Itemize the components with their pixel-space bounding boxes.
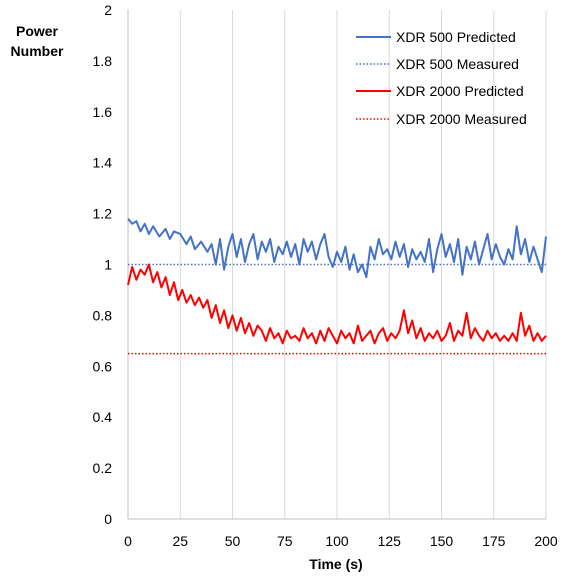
y-tick-label-7: 1.4: [93, 155, 113, 171]
y-tick-label-8: 1.6: [93, 104, 113, 120]
y-tick-label-6: 1.2: [93, 206, 113, 222]
x-tick-label-50: 50: [225, 533, 241, 549]
y-axis-title-line-2: Number: [11, 43, 64, 59]
tick-labels: 0 25 50 75 100 125 150 175 200 0 0.2 0.4 0.6 0.8 1 1.2 1…: [93, 2, 558, 549]
y-tick-label-9: 1.8: [93, 53, 113, 69]
x-tick-label-125: 125: [378, 533, 402, 549]
legend-label-xdr500-predicted: XDR 500 Predicted: [396, 29, 516, 45]
x-tick-label-0: 0: [124, 533, 132, 549]
legend: XDR 500 Predicted XDR 500 Measured XDR 2…: [356, 29, 527, 127]
series-line-xdr-2000-predicted: [127, 263, 547, 345]
x-tick-label-200: 200: [534, 533, 558, 549]
x-tick-label-100: 100: [325, 533, 349, 549]
x-tick-label-75: 75: [277, 533, 293, 549]
legend-label-xdr2000-predicted: XDR 2000 Predicted: [396, 83, 524, 99]
y-tick-label-0: 0: [104, 511, 112, 527]
legend-label-xdr2000-measured: XDR 2000 Measured: [396, 111, 527, 127]
y-tick-label-3: 0.6: [93, 358, 113, 374]
y-axis-title-line-1: Power: [16, 23, 59, 39]
y-tick-label-10: 2: [104, 2, 112, 18]
y-tick-label-2: 0.4: [93, 409, 113, 425]
grid: [179, 10, 547, 519]
series: [127, 218, 547, 355]
x-tick-label-150: 150: [430, 533, 454, 549]
x-axis-title: Time (s): [309, 556, 362, 572]
y-tick-label-5: 1: [104, 257, 112, 273]
y-tick-label-1: 0.2: [93, 460, 113, 476]
y-tick-label-4: 0.8: [93, 307, 113, 323]
x-tick-label-175: 175: [482, 533, 506, 549]
x-tick-label-25: 25: [172, 533, 188, 549]
series-line-xdr-500-predicted: [127, 218, 547, 279]
legend-label-xdr500-measured: XDR 500 Measured: [396, 56, 519, 72]
